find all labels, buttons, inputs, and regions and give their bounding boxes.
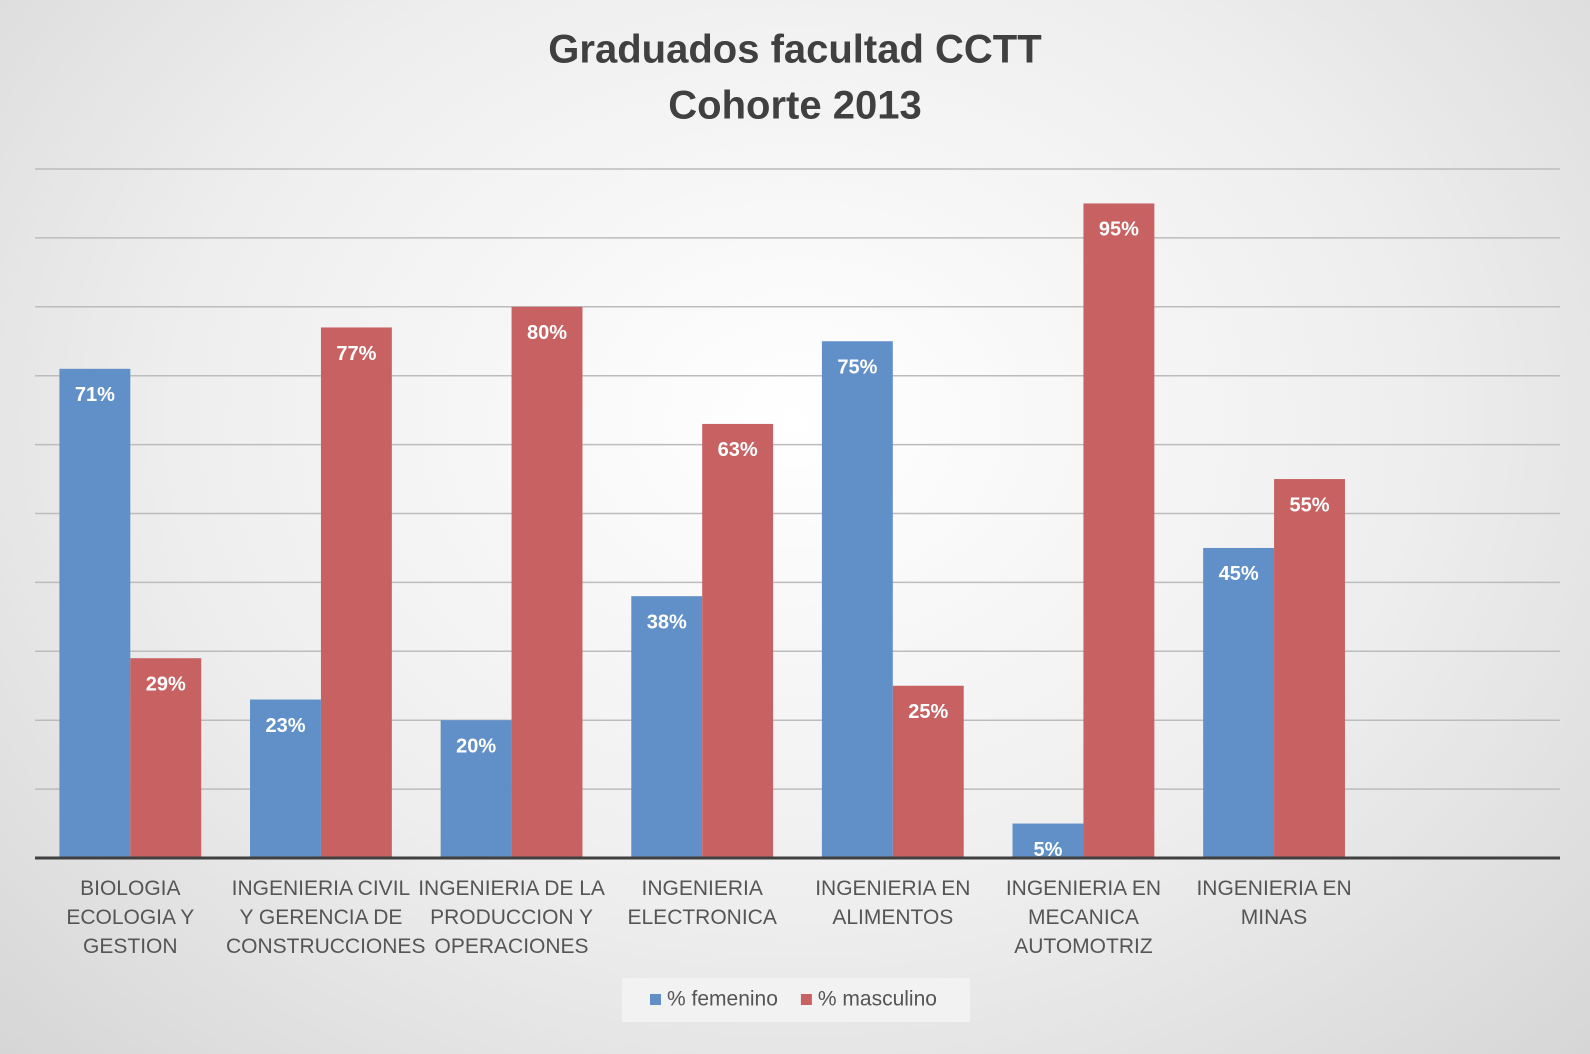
legend-label: % femenino bbox=[667, 988, 778, 1011]
bar bbox=[1203, 547, 1275, 858]
legend-label: % masculino bbox=[818, 988, 937, 1011]
data-label: 5% bbox=[1034, 839, 1063, 861]
bar bbox=[440, 720, 512, 858]
bar bbox=[1083, 203, 1155, 858]
data-label: 23% bbox=[265, 715, 305, 737]
bar bbox=[250, 699, 321, 858]
x-tick-label: INGENIERIA EN MINAS bbox=[1196, 877, 1352, 929]
data-label: 80% bbox=[527, 322, 567, 344]
legend-swatch bbox=[800, 994, 812, 1005]
data-label: 20% bbox=[456, 735, 496, 757]
legend-swatch bbox=[650, 994, 661, 1005]
data-label: 38% bbox=[647, 611, 687, 633]
bar bbox=[59, 368, 131, 858]
legend-box bbox=[622, 978, 970, 1022]
x-tick-label: INGENIERIA ELECTRONICA bbox=[627, 877, 777, 929]
bar bbox=[821, 341, 893, 858]
x-tick-label: INGENIERIA CIVIL Y GERENCIA DE CONSTRUCC… bbox=[225, 877, 426, 958]
x-tick-label: BIOLOGIA ECOLOGIA Y GESTION bbox=[66, 877, 195, 958]
data-label: 55% bbox=[1290, 494, 1330, 516]
data-label: 45% bbox=[1219, 563, 1259, 585]
data-label: 71% bbox=[75, 384, 115, 406]
bar bbox=[702, 423, 774, 858]
data-label: 95% bbox=[1099, 219, 1139, 241]
bar bbox=[1274, 479, 1345, 858]
x-tick-label: INGENIERIA DE LA PRODUCCION Y OPERACIONE… bbox=[418, 877, 605, 958]
bar bbox=[130, 658, 202, 858]
data-label: 29% bbox=[146, 673, 186, 695]
data-label: 77% bbox=[336, 343, 376, 365]
bar bbox=[511, 306, 583, 858]
x-tick-label: INGENIERIA EN MECANICA AUTOMOTRIZ bbox=[1005, 877, 1162, 958]
bar bbox=[892, 685, 964, 858]
bar bbox=[1012, 823, 1084, 858]
bar bbox=[631, 596, 703, 858]
data-label: 25% bbox=[908, 701, 948, 723]
data-label: 63% bbox=[718, 439, 758, 461]
chart-subtitle: Cohorte 2013 bbox=[668, 84, 921, 128]
x-tick-label: INGENIERIA EN ALIMENTOS bbox=[815, 877, 971, 929]
bar bbox=[320, 327, 392, 859]
chart-title: Graduados facultad CCTT bbox=[548, 28, 1041, 72]
data-label: 75% bbox=[837, 357, 877, 379]
